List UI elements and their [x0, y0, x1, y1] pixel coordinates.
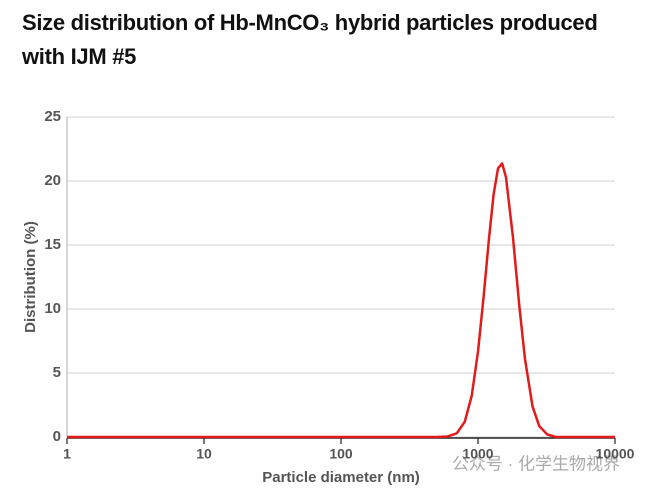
data-line — [67, 162, 615, 439]
y-axis-label: Distribution (%) — [22, 221, 39, 333]
x-tick-label: 100 — [329, 446, 353, 462]
y-tick-label: 20 — [44, 172, 61, 189]
x-tick-label: 10 — [196, 446, 212, 462]
x-tick-label: 10000 — [596, 446, 635, 462]
x-tick-label: 1 — [63, 446, 71, 462]
y-tick-label: 15 — [44, 236, 61, 253]
chart-title: Size distribution of Hb-MnCO₃ hybrid par… — [22, 10, 598, 69]
x-tick-label: 1000 — [462, 446, 493, 462]
y-tick-label: 10 — [44, 300, 61, 317]
y-tick-label: 5 — [53, 364, 61, 381]
y-tick-label: 25 — [44, 108, 61, 125]
watermark: 公众号 · 化学生物视界 — [452, 454, 620, 473]
y-tick-label: 0 — [53, 428, 61, 445]
x-axis-label: Particle diameter (nm) — [262, 469, 420, 486]
